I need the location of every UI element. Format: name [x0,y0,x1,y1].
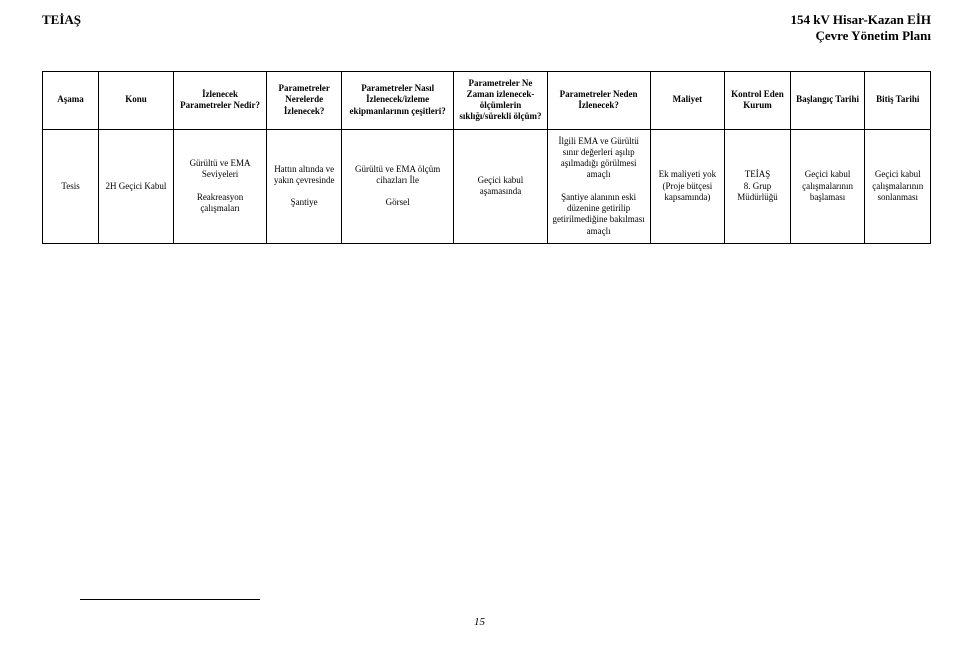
cell-konu: 2H Geçici Kabul [99,129,174,243]
cell-nasil: Gürültü ve EMA ölçüm cihazları İle Görse… [342,129,454,243]
header: TEİAŞ 154 kV Hisar-Kazan EİH Çevre Yönet… [42,12,931,45]
cell-izlenecek: Gürültü ve EMA Seviyeleri Reakreasyon ça… [173,129,266,243]
th-nasil: Parametreler Nasıl İzlenecek/izleme ekip… [342,71,454,129]
th-konu: Konu [99,71,174,129]
header-right-line2: Çevre Yönetim Planı [791,28,932,44]
th-kurum: Kontrol Eden Kurum [725,71,790,129]
page-number: 15 [0,616,959,628]
parameters-table: Aşama Konu İzlenecek Parametreler Nedir?… [42,71,931,244]
th-baslangic: Başlangıç Tarihi [790,71,865,129]
th-asama: Aşama [43,71,99,129]
cell-asama: Tesis [43,129,99,243]
header-right-line1: 154 kV Hisar-Kazan EİH [791,12,932,28]
footer-line [80,599,260,600]
cell-kurum: TEİAŞ 8. Grup Müdürlüğü [725,129,790,243]
th-nezaman: Parametreler Ne Zaman izlenecek- ölçümle… [454,71,547,129]
cell-nezaman: Geçici kabul aşamasında [454,129,547,243]
page: TEİAŞ 154 kV Hisar-Kazan EİH Çevre Yönet… [0,0,959,646]
table-row: Tesis 2H Geçici Kabul Gürültü ve EMA Sev… [43,129,931,243]
cell-maliyet: Ek maliyeti yok (Proje bütçesi kapsamınd… [650,129,725,243]
th-nerelerde: Parametreler Nerelerde İzlenecek? [267,71,342,129]
header-left: TEİAŞ [42,12,81,28]
th-bitis: Bitiş Tarihi [865,71,931,129]
header-right: 154 kV Hisar-Kazan EİH Çevre Yönetim Pla… [791,12,932,45]
cell-bitis: Geçici kabul çalışmalarının sonlanması [865,129,931,243]
table-header-row: Aşama Konu İzlenecek Parametreler Nedir?… [43,71,931,129]
th-izlenecek: İzlenecek Parametreler Nedir? [173,71,266,129]
th-maliyet: Maliyet [650,71,725,129]
cell-baslangic: Geçici kabul çalışmalarının başlaması [790,129,865,243]
cell-nerelerde: Hattın altında ve yakın çevresinde Şanti… [267,129,342,243]
cell-neden: İlgili EMA ve Gürültü sınır değerleri aş… [547,129,650,243]
th-neden: Parametreler Neden İzlenecek? [547,71,650,129]
